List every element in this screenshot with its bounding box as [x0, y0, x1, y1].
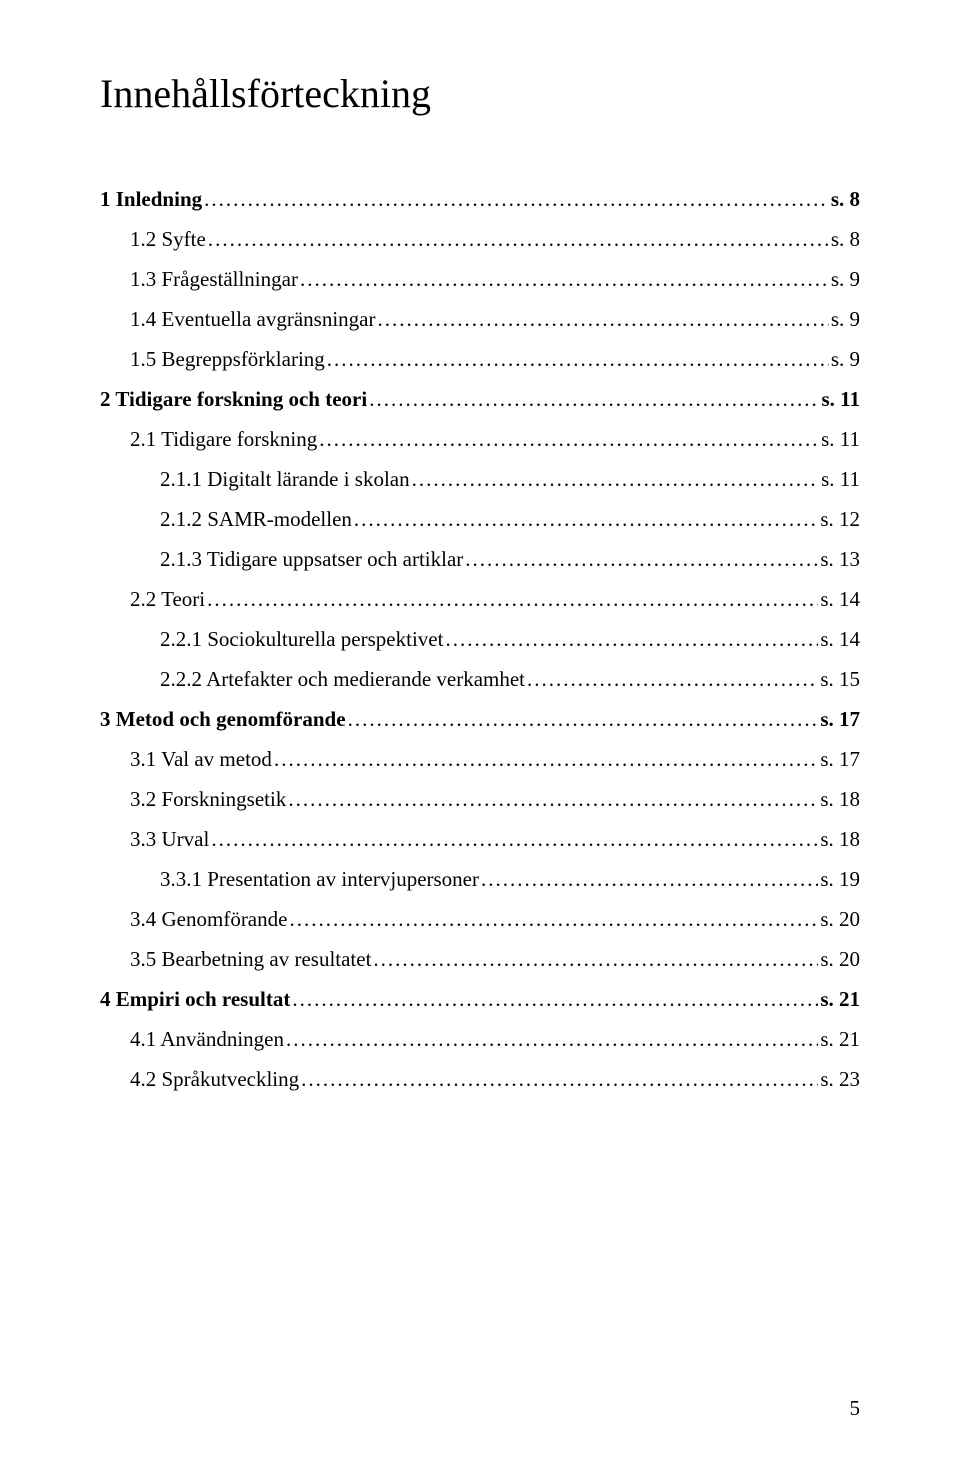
toc-entry: 2.1 Tidigare forskning s. 11 [130, 427, 860, 452]
toc-entry-label: 3.1 Val av metod [130, 747, 272, 772]
toc-entry-page: s. 11 [821, 467, 860, 492]
page-number: 5 [850, 1396, 861, 1421]
toc-entry: 4.2 Språkutveckling s. 23 [130, 1067, 860, 1092]
toc-leader-dots [378, 307, 829, 332]
toc-entry: 3.3 Urval s. 18 [130, 827, 860, 852]
toc-entry: 2.2 Teori s. 14 [130, 587, 860, 612]
toc-entry: 2.1.3 Tidigare uppsatser och artiklar s. … [160, 547, 860, 572]
toc-entry-label: 3.3 Urval [130, 827, 209, 852]
toc-entry-page: s. 14 [820, 627, 860, 652]
toc-entry-label: 3.3.1 Presentation av intervjupersoner [160, 867, 479, 892]
toc-entry: 1 Inledning s. 8 [100, 187, 860, 212]
toc-entry: 3 Metod och genomförande s. 17 [100, 707, 860, 732]
toc-leader-dots [319, 427, 819, 452]
toc-leader-dots [204, 187, 829, 212]
toc-entry-page: s. 8 [831, 187, 860, 212]
toc-entry-page: s. 8 [831, 227, 860, 252]
page-title: Innehållsförteckning [100, 70, 860, 117]
toc-entry: 2.2.2 Artefakter och medierande verkamhe… [160, 667, 860, 692]
toc-leader-dots [373, 947, 818, 972]
toc-entry: 3.2 Forskningsetik s. 18 [130, 787, 860, 812]
toc-entry: 2 Tidigare forskning och teori s. 11 [100, 387, 860, 412]
toc-entry-label: 1.2 Syfte [130, 227, 206, 252]
toc-leader-dots [465, 547, 818, 572]
toc-entry-page: s. 9 [831, 267, 860, 292]
toc-entry-label: 2 Tidigare forskning och teori [100, 387, 367, 412]
toc-entry: 2.1.2 SAMR-modellen s. 12 [160, 507, 860, 532]
toc-entry: 4 Empiri och resultat s. 21 [100, 987, 860, 1012]
toc-leader-dots [348, 707, 819, 732]
toc-entry: 2.1.1 Digitalt lärande i skolan s. 11 [160, 467, 860, 492]
toc-entry-page: s. 18 [820, 827, 860, 852]
toc-leader-dots [412, 467, 819, 492]
toc-entry-label: 1.4 Eventuella avgränsningar [130, 307, 376, 332]
toc-entry-page: s. 21 [820, 987, 860, 1012]
toc-entry: 3.4 Genomförande s. 20 [130, 907, 860, 932]
toc-leader-dots [274, 747, 818, 772]
toc-entry: 3.5 Bearbetning av resultatet s. 20 [130, 947, 860, 972]
toc-leader-dots [289, 907, 818, 932]
toc-entry-label: 3 Metod och genomförande [100, 707, 346, 732]
toc-entry-label: 1.5 Begreppsförklaring [130, 347, 325, 372]
toc-entry-page: s. 15 [820, 667, 860, 692]
toc-entry-label: 4 Empiri och resultat [100, 987, 290, 1012]
toc-list: 1 Inledning s. 8 1.2 Syfte s. 8 1.3 Frågestä… [100, 187, 860, 1092]
toc-entry-page: s. 9 [831, 307, 860, 332]
toc-leader-dots [354, 507, 818, 532]
toc-entry: 2.2.1 Sociokulturella perspektivet s. 14 [160, 627, 860, 652]
toc-leader-dots [481, 867, 818, 892]
toc-entry: 1.2 Syfte s. 8 [130, 227, 860, 252]
toc-entry-page: s. 20 [820, 947, 860, 972]
toc-entry-label: 2.2.1 Sociokulturella perspektivet [160, 627, 443, 652]
toc-entry-page: s. 18 [820, 787, 860, 812]
toc-entry: 3.1 Val av metod s. 17 [130, 747, 860, 772]
toc-leader-dots [288, 787, 818, 812]
toc-entry-label: 4.1 Användningen [130, 1027, 284, 1052]
toc-leader-dots [369, 387, 819, 412]
toc-entry-page: s. 20 [820, 907, 860, 932]
toc-entry-page: s. 9 [831, 347, 860, 372]
toc-entry-label: 2.1 Tidigare forskning [130, 427, 317, 452]
toc-leader-dots [286, 1027, 818, 1052]
toc-entry: 3.3.1 Presentation av intervjupersoner s.… [160, 867, 860, 892]
toc-entry-page: s. 11 [821, 387, 860, 412]
toc-entry-label: 1.3 Frågeställningar [130, 267, 298, 292]
toc-leader-dots [301, 1067, 818, 1092]
toc-entry-label: 2.1.1 Digitalt lärande i skolan [160, 467, 410, 492]
toc-entry: 1.5 Begreppsförklaring s. 9 [130, 347, 860, 372]
toc-entry: 4.1 Användningen s. 21 [130, 1027, 860, 1052]
toc-entry-page: s. 14 [820, 587, 860, 612]
toc-entry-label: 1 Inledning [100, 187, 202, 212]
toc-entry-page: s. 11 [821, 427, 860, 452]
toc-leader-dots [292, 987, 818, 1012]
toc-entry-label: 3.5 Bearbetning av resultatet [130, 947, 371, 972]
toc-entry-page: s. 19 [820, 867, 860, 892]
toc-leader-dots [300, 267, 829, 292]
toc-leader-dots [207, 587, 818, 612]
toc-entry-label: 2.1.2 SAMR-modellen [160, 507, 352, 532]
toc-entry: 1.3 Frågeställningar s. 9 [130, 267, 860, 292]
toc-leader-dots [211, 827, 818, 852]
toc-entry-label: 3.4 Genomförande [130, 907, 287, 932]
toc-leader-dots [327, 347, 829, 372]
toc-entry-page: s. 12 [820, 507, 860, 532]
toc-leader-dots [445, 627, 818, 652]
toc-entry-label: 2.2.2 Artefakter och medierande verkamhe… [160, 667, 525, 692]
toc-leader-dots [527, 667, 818, 692]
toc-entry-label: 2.2 Teori [130, 587, 205, 612]
toc-entry-page: s. 23 [820, 1067, 860, 1092]
toc-entry: 1.4 Eventuella avgränsningar s. 9 [130, 307, 860, 332]
toc-entry-label: 4.2 Språkutveckling [130, 1067, 299, 1092]
toc-entry-label: 3.2 Forskningsetik [130, 787, 286, 812]
toc-entry-page: s. 21 [820, 1027, 860, 1052]
toc-entry-label: 2.1.3 Tidigare uppsatser och artiklar [160, 547, 463, 572]
toc-entry-page: s. 17 [820, 707, 860, 732]
toc-entry-page: s. 17 [820, 747, 860, 772]
toc-leader-dots [208, 227, 829, 252]
toc-entry-page: s. 13 [820, 547, 860, 572]
